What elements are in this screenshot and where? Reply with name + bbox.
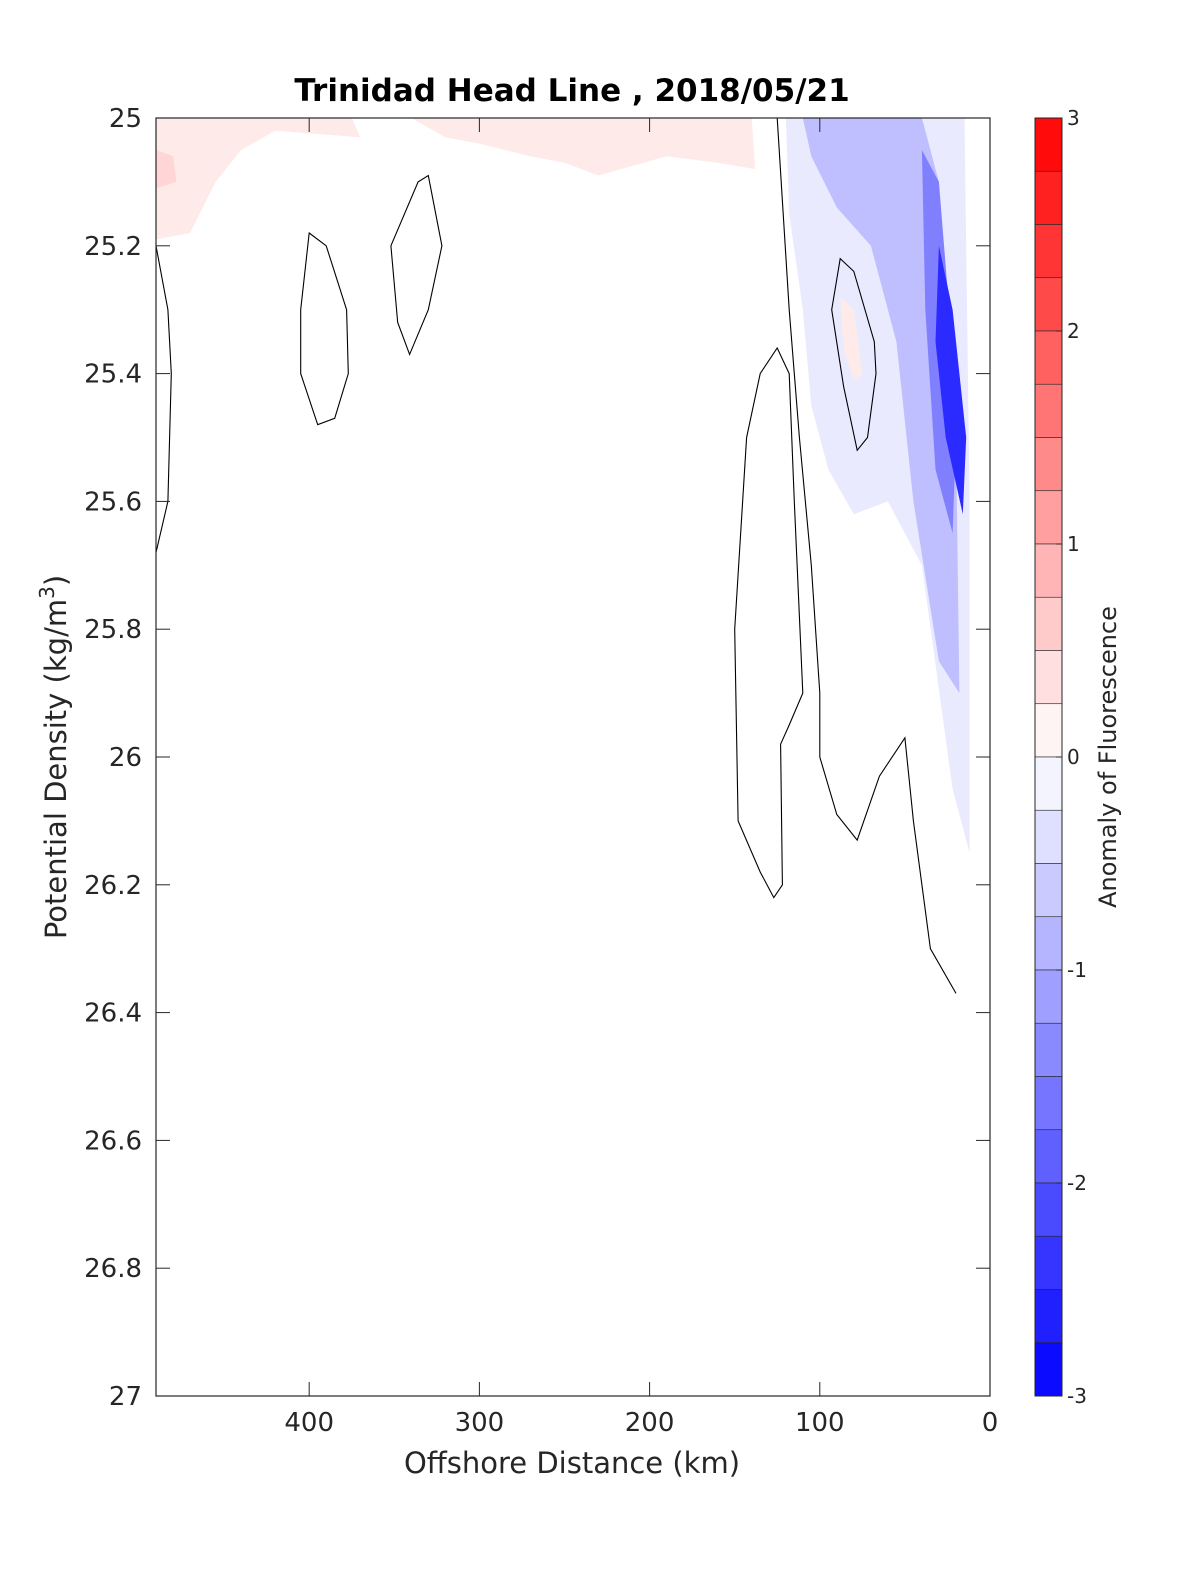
plot-area: 400 300 200 100 0 25 25.2 25.4 25.6 25.8 26 26.2 26… xyxy=(84,104,998,1438)
colorbar-tick-label-1: 2 xyxy=(1067,319,1080,343)
colorbar-band-19 xyxy=(1034,1129,1063,1184)
colorbar-band-9 xyxy=(1034,596,1063,651)
y-tick-label-1: 25.2 xyxy=(84,232,142,262)
y-axis-label: Potential Density (kg/m3) xyxy=(35,575,73,939)
colorbar-tick-label-2: 1 xyxy=(1067,532,1080,556)
contour-line-4 xyxy=(776,117,957,994)
colorbar-tick-label-3: 0 xyxy=(1067,745,1080,769)
colorbar-band-5 xyxy=(1034,383,1063,438)
x-tick-label-100: 100 xyxy=(795,1408,845,1438)
colorbar-band-10 xyxy=(1034,650,1063,705)
colorbar-band-12 xyxy=(1034,756,1063,811)
y-axis-label-close: ) xyxy=(39,575,73,586)
colorbar-band-11 xyxy=(1034,703,1063,758)
colorbar-band-17 xyxy=(1034,1022,1063,1077)
anomaly-region-7 xyxy=(840,296,863,380)
colorbar-label: Anomaly of Fluorescence xyxy=(1094,606,1122,908)
colorbar-band-6 xyxy=(1034,437,1063,492)
contour-line-3 xyxy=(734,346,804,899)
x-tick-label-300: 300 xyxy=(455,1408,505,1438)
colorbar-band-23 xyxy=(1034,1342,1063,1397)
colorbar-band-1 xyxy=(1034,170,1063,225)
contour-lines xyxy=(155,117,957,994)
contour-line-5 xyxy=(831,257,877,452)
colorbar-band-3 xyxy=(1034,277,1063,332)
colorbar-band-20 xyxy=(1034,1182,1063,1237)
x-tick-label-200: 200 xyxy=(625,1408,675,1438)
colorbar-band-15 xyxy=(1034,916,1063,971)
contour-line-0 xyxy=(155,245,172,553)
y-tick-label-6: 26.2 xyxy=(84,871,142,901)
colorbar-band-2 xyxy=(1034,224,1063,279)
x-axis-ticks: 400 300 200 100 0 xyxy=(284,118,998,1438)
y-axis-label-superscript: 3 xyxy=(35,586,59,599)
colorbar-band-0 xyxy=(1034,117,1063,172)
y-tick-label-4: 25.8 xyxy=(84,615,142,645)
anomaly-region-0 xyxy=(156,118,361,240)
colorbar-tick-label-4: -1 xyxy=(1067,958,1087,982)
colorbar-band-14 xyxy=(1034,863,1063,918)
y-tick-label-7: 26.4 xyxy=(84,999,142,1029)
colorbar: 3 2 1 0 -1 -2 -3 xyxy=(1034,106,1087,1408)
colorbar-band-13 xyxy=(1034,809,1063,864)
y-tick-label-9: 26.8 xyxy=(84,1254,142,1284)
y-tick-label-2: 25.4 xyxy=(84,360,142,390)
anomaly-region-6 xyxy=(935,245,967,515)
y-tick-label-0: 25 xyxy=(109,104,142,134)
colorbar-band-18 xyxy=(1034,1076,1063,1131)
anomaly-region-4 xyxy=(802,118,960,694)
chart-title: Trinidad Head Line , 2018/05/21 xyxy=(294,73,849,109)
colorbar-tick-label-6: -3 xyxy=(1067,1384,1087,1408)
colorbar-tick-label-5: -2 xyxy=(1067,1171,1087,1195)
colorbar-band-16 xyxy=(1034,969,1063,1024)
y-tick-label-3: 25.6 xyxy=(84,487,142,517)
colorbar-band-8 xyxy=(1034,543,1063,598)
contour-line-1 xyxy=(300,231,349,426)
colorbar-ticks: 3 2 1 0 -1 -2 -3 xyxy=(1056,106,1087,1408)
x-axis-label: Offshore Distance (km) xyxy=(404,1446,740,1480)
colorbar-band-22 xyxy=(1034,1289,1063,1344)
y-tick-label-5: 26 xyxy=(109,743,142,773)
colorbar-band-21 xyxy=(1034,1235,1063,1290)
y-tick-label-8: 26.6 xyxy=(84,1126,142,1156)
x-tick-label-400: 400 xyxy=(284,1408,334,1438)
y-axis-label-main: Potential Density (kg/m xyxy=(39,599,73,939)
x-tick-label-0: 0 xyxy=(982,1408,999,1438)
y-axis-ticks: 25 25.2 25.4 25.6 25.8 26 26.2 26.4 26.6 26.8 27 xyxy=(84,104,990,1412)
anomaly-fill-regions xyxy=(156,118,970,853)
colorbar-tick-label-0: 3 xyxy=(1067,106,1080,130)
y-tick-label-10: 27 xyxy=(109,1382,142,1412)
colorbar-band-4 xyxy=(1034,330,1063,385)
anomaly-region-2 xyxy=(411,118,756,176)
anomaly-region-1 xyxy=(156,150,177,189)
colorbar-band-7 xyxy=(1034,490,1063,545)
contour-line-2 xyxy=(390,174,443,356)
